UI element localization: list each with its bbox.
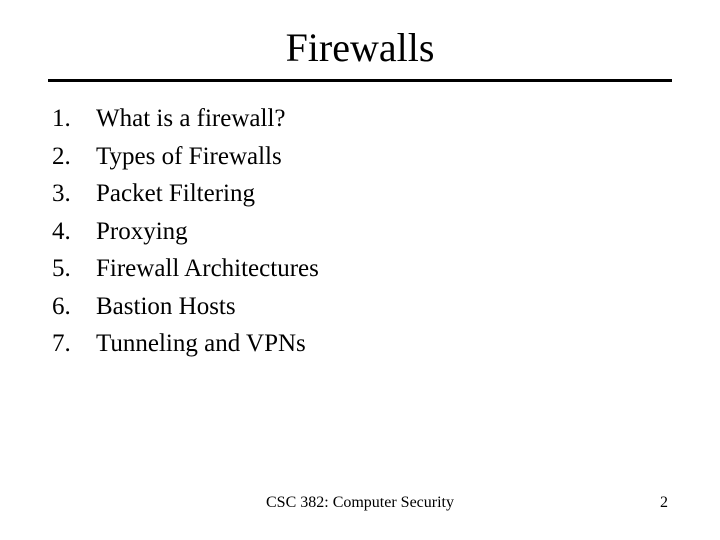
list-text: What is a firewall? xyxy=(96,100,672,138)
list-item: 5. Firewall Architectures xyxy=(48,250,672,288)
list-number: 7. xyxy=(48,325,96,363)
list-text: Proxying xyxy=(96,213,672,251)
page-number: 2 xyxy=(660,494,668,512)
list-text: Bastion Hosts xyxy=(96,288,672,326)
list-item: 7. Tunneling and VPNs xyxy=(48,325,672,363)
footer-course: CSC 382: Computer Security xyxy=(266,494,454,512)
list-text: Types of Firewalls xyxy=(96,138,672,176)
list-item: 6. Bastion Hosts xyxy=(48,288,672,326)
topic-list: 1. What is a firewall? 2. Types of Firew… xyxy=(48,100,672,363)
list-number: 6. xyxy=(48,288,96,326)
list-number: 2. xyxy=(48,138,96,176)
list-number: 4. xyxy=(48,213,96,251)
list-text: Tunneling and VPNs xyxy=(96,325,672,363)
list-text: Packet Filtering xyxy=(96,175,672,213)
list-item: 4. Proxying xyxy=(48,213,672,251)
list-item: 1. What is a firewall? xyxy=(48,100,672,138)
list-number: 1. xyxy=(48,100,96,138)
slide-footer: CSC 382: Computer Security xyxy=(0,494,720,512)
list-number: 5. xyxy=(48,250,96,288)
title-divider xyxy=(48,79,672,82)
slide-container: Firewalls 1. What is a firewall? 2. Type… xyxy=(0,0,720,540)
list-item: 3. Packet Filtering xyxy=(48,175,672,213)
list-number: 3. xyxy=(48,175,96,213)
list-text: Firewall Architectures xyxy=(96,250,672,288)
slide-title: Firewalls xyxy=(48,24,672,71)
list-item: 2. Types of Firewalls xyxy=(48,138,672,176)
